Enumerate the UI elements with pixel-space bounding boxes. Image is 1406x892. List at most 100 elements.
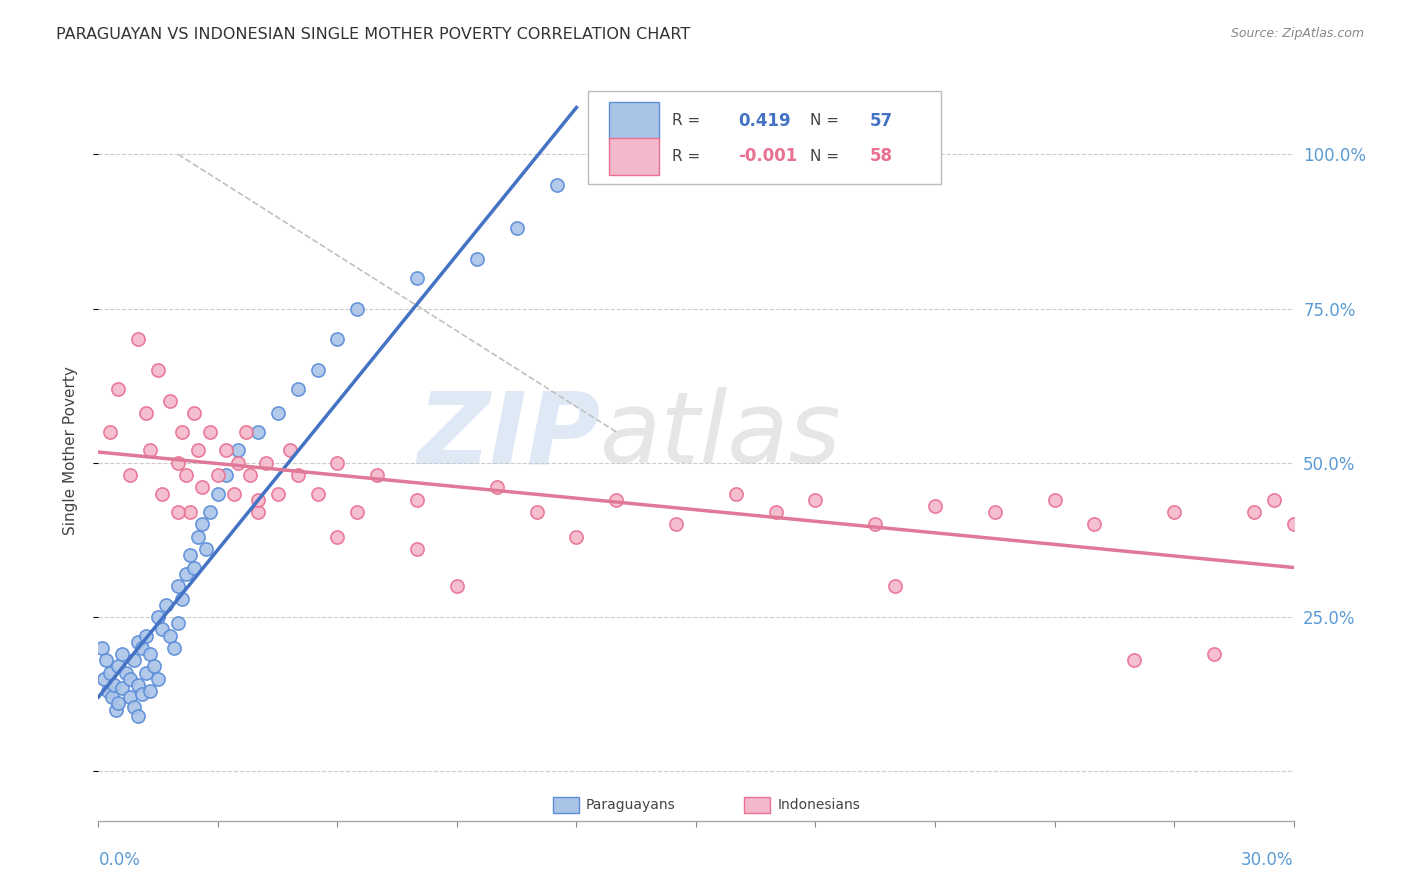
Point xyxy=(215,443,238,458)
Point xyxy=(179,505,201,519)
Point xyxy=(131,640,153,655)
Point xyxy=(485,481,508,495)
Point xyxy=(198,425,221,439)
Point xyxy=(1163,505,1185,519)
Point xyxy=(174,566,197,581)
Y-axis label: Single Mother Poverty: Single Mother Poverty xyxy=(63,366,77,535)
Point xyxy=(1282,517,1305,532)
Point xyxy=(183,407,205,421)
Point xyxy=(174,468,197,483)
Point xyxy=(346,505,368,519)
Point xyxy=(1243,505,1265,519)
Point xyxy=(115,665,138,680)
Point xyxy=(884,579,907,593)
Text: -0.001: -0.001 xyxy=(738,147,797,165)
Point xyxy=(172,425,194,439)
Point xyxy=(526,505,548,519)
Point xyxy=(546,178,568,193)
Point xyxy=(406,542,429,557)
Point xyxy=(103,678,125,692)
Point xyxy=(665,517,688,532)
Point xyxy=(406,270,429,285)
Point xyxy=(107,659,129,673)
Text: Source: ZipAtlas.com: Source: ZipAtlas.com xyxy=(1230,27,1364,40)
Point xyxy=(287,382,309,396)
Point xyxy=(163,640,186,655)
Point xyxy=(406,492,429,507)
Point xyxy=(150,623,173,637)
Point xyxy=(804,492,827,507)
Point xyxy=(235,425,257,439)
Text: 57: 57 xyxy=(869,112,893,129)
Text: ZIP: ZIP xyxy=(418,387,600,484)
Point xyxy=(198,505,221,519)
Point xyxy=(246,505,269,519)
Point xyxy=(101,690,124,705)
Point xyxy=(246,425,269,439)
Point xyxy=(1123,653,1146,667)
Point xyxy=(346,301,368,316)
Point xyxy=(207,486,229,500)
Text: atlas: atlas xyxy=(600,387,842,484)
FancyBboxPatch shape xyxy=(589,91,941,184)
Point xyxy=(91,640,114,655)
Point xyxy=(605,147,627,161)
Point xyxy=(254,456,277,470)
Point xyxy=(278,443,301,458)
Point xyxy=(124,699,146,714)
Point xyxy=(1043,492,1066,507)
Point xyxy=(120,468,142,483)
Point xyxy=(565,530,588,544)
Point xyxy=(246,492,269,507)
Point xyxy=(120,672,142,686)
Point xyxy=(215,468,238,483)
Bar xyxy=(744,797,770,814)
Point xyxy=(287,468,309,483)
Point xyxy=(191,517,214,532)
Point xyxy=(96,653,118,667)
Point xyxy=(105,703,128,717)
Point xyxy=(765,505,787,519)
Point xyxy=(155,598,177,612)
Point xyxy=(124,653,146,667)
Point xyxy=(97,684,120,698)
Point xyxy=(120,690,142,705)
Point xyxy=(107,697,129,711)
Point xyxy=(127,678,149,692)
Point xyxy=(98,425,122,439)
Text: R =: R = xyxy=(672,149,706,164)
Point xyxy=(239,468,262,483)
Text: R =: R = xyxy=(672,113,706,128)
Point xyxy=(127,708,149,723)
Text: 0.0%: 0.0% xyxy=(98,852,141,870)
Text: Indonesians: Indonesians xyxy=(778,798,860,812)
Point xyxy=(191,481,214,495)
Point xyxy=(135,665,157,680)
Point xyxy=(107,382,129,396)
Point xyxy=(984,505,1007,519)
Point xyxy=(183,560,205,574)
Text: 0.419: 0.419 xyxy=(738,112,790,129)
Point xyxy=(135,407,157,421)
Point xyxy=(226,443,249,458)
Point xyxy=(148,363,170,377)
Point xyxy=(93,672,115,686)
Point xyxy=(307,486,329,500)
Point xyxy=(465,252,488,267)
Point xyxy=(865,517,887,532)
Point xyxy=(159,628,181,642)
Point xyxy=(207,468,229,483)
Point xyxy=(148,610,170,624)
Point xyxy=(139,443,162,458)
Point xyxy=(326,332,349,346)
Point xyxy=(724,486,747,500)
Point xyxy=(195,542,218,557)
Point xyxy=(111,647,134,661)
Point xyxy=(172,591,194,606)
Point xyxy=(143,659,166,673)
Text: N =: N = xyxy=(810,149,844,164)
Bar xyxy=(609,138,659,175)
Point xyxy=(131,687,153,701)
Point xyxy=(924,499,946,513)
Point xyxy=(139,684,162,698)
